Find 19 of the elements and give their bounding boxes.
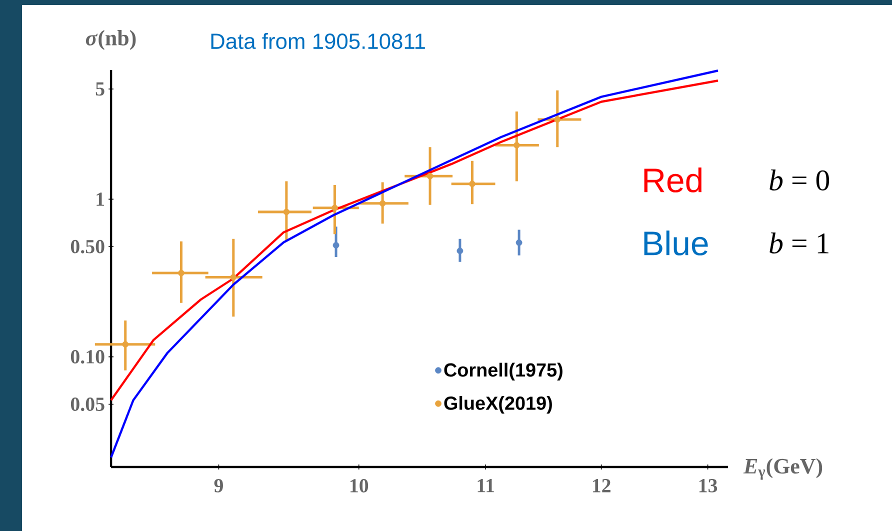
text: b = 1: [770, 232, 828, 254]
y-tick-label: 0.05: [70, 398, 104, 412]
text: b = 0: [770, 169, 830, 191]
text: Data from 1905.10811: [211, 32, 425, 50]
y-tick-label: 0.10: [70, 350, 104, 364]
y-tick-label: 5: [96, 82, 104, 96]
x-axis-title: E$_{γ}$(GeV): [743, 458, 822, 480]
x-tick-label: 12: [592, 479, 610, 492]
x-tick-label: 11: [478, 479, 494, 492]
y-tick-label: 0.50: [70, 240, 104, 254]
legend-label: GlueX(2019): [444, 396, 552, 414]
x-tick-label: 10: [350, 479, 368, 492]
x-tick-label: 9: [214, 479, 223, 492]
legend-label: Cornell(1975): [444, 362, 562, 380]
x-tick-label: 13: [699, 479, 718, 492]
y-axis-title: σ(nb): [86, 30, 136, 50]
annotation: Blue: [644, 230, 708, 256]
annotation: Red: [644, 168, 702, 192]
y-tick-label: 1: [96, 192, 104, 206]
